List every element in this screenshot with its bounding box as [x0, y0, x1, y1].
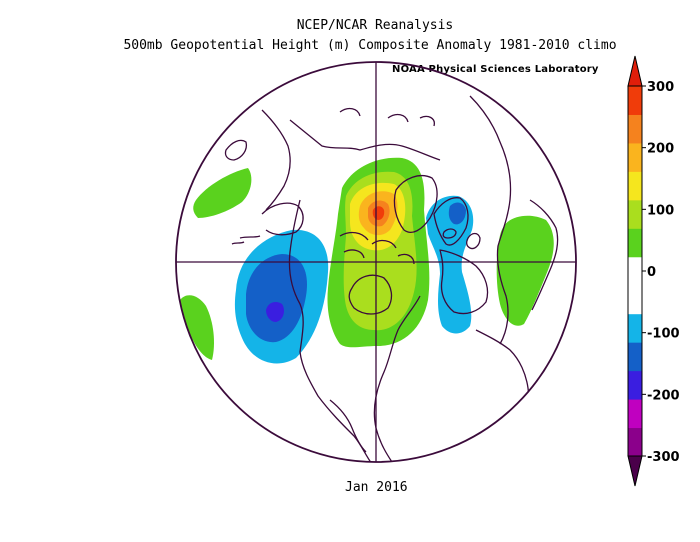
globe-outline [175, 61, 577, 463]
coast-north-america-east [373, 295, 421, 462]
coast-africa-north [475, 329, 530, 431]
coast-greenland [393, 175, 438, 233]
colorbar-label: -100 [647, 327, 680, 342]
plot-title: NCEP/NCAR Reanalysis [296, 18, 454, 33]
colorbar-label: 0 [647, 265, 656, 280]
coast-siberia-east [261, 109, 291, 211]
colorbar-segment [628, 285, 642, 315]
colorbar-min-arrow [627, 455, 643, 487]
anomaly-layer [180, 157, 554, 364]
colorbar-segment [628, 370, 642, 400]
coast-arctic-islands [339, 107, 435, 127]
coast-aleutians [231, 235, 261, 245]
colorbar-segment [628, 427, 642, 457]
colorbar-segment [628, 171, 642, 201]
coast-british-isles [466, 232, 481, 250]
colorbar-segment [628, 142, 642, 172]
anomaly-region-scandinavia-low-core [448, 202, 466, 225]
coast-asia-east [469, 95, 512, 345]
anomaly-region-north-pacific-low-core [246, 254, 307, 343]
colorbar-segment [628, 313, 642, 343]
date-label: Jan 2016 [345, 480, 408, 495]
coast-siberia-north [289, 119, 441, 161]
anomaly-region-north-pacific-low-center [266, 302, 284, 322]
colorbar-label: 300 [647, 80, 674, 95]
coast-hudson-bay [348, 274, 393, 315]
anomaly-region-central-pacific-high [180, 295, 214, 360]
colorbar-segment [628, 228, 642, 258]
colorbar-segment [628, 399, 642, 429]
coast-asia-south [529, 199, 559, 311]
coast-iceland [442, 228, 457, 239]
colorbar-label: 200 [647, 142, 674, 157]
anomaly-region-siberia-high [496, 215, 554, 326]
anomaly-region-western-pacific-high [193, 168, 252, 218]
coast-alaska [261, 202, 304, 236]
coast-europe [439, 249, 489, 315]
coast-japan [224, 139, 248, 161]
coast-scandinavia [433, 197, 469, 246]
colorbar-max-arrow [627, 55, 643, 87]
colorbar-label: -200 [647, 388, 680, 403]
coast-north-america-west [288, 199, 373, 462]
colorbar-label: -300 [647, 450, 680, 465]
colorbar: 300 200 100 0 -100 -200 -300 [627, 55, 680, 487]
plot-subtitle: 500mb Geopotential Height (m) Composite … [123, 38, 617, 53]
colorbar-segment [628, 256, 642, 286]
colorbar-segment [628, 199, 642, 229]
colorbar-segment [628, 114, 642, 144]
colorbar-segment [628, 86, 642, 115]
coast-central-america [329, 399, 367, 453]
colorbar-segment [628, 342, 642, 372]
colorbar-label: 100 [647, 203, 674, 218]
credit-label: NOAA Physical Sciences Laboratory [392, 64, 599, 75]
coast-canadian-archipelago [339, 231, 415, 265]
